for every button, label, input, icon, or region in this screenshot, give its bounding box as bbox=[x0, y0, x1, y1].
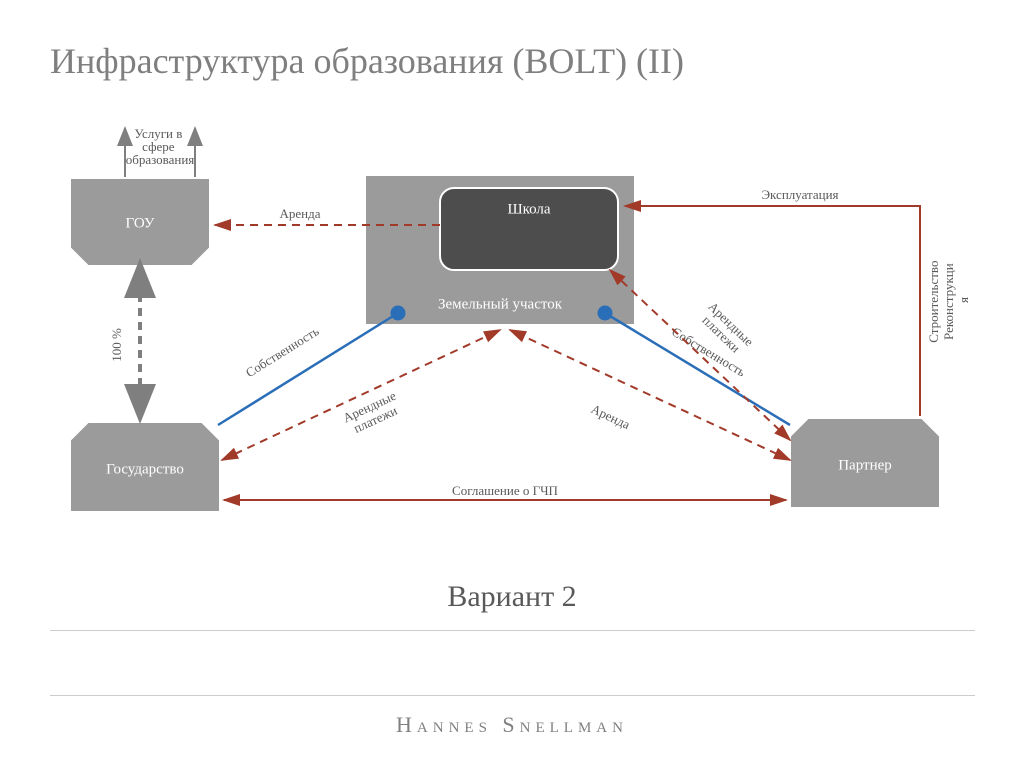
edge-exploitation-label: Эксплуатация bbox=[761, 187, 838, 202]
edge-agreement-label: Соглашение о ГЧП bbox=[452, 483, 558, 498]
edge-rentpay-left-label: Арендныеплатежи bbox=[340, 388, 404, 438]
node-partner-label: Партнер bbox=[838, 457, 892, 473]
diagram-canvas: Земельный участок Школа ГОУ Государство … bbox=[0, 0, 1024, 768]
edge-100pct-label: 100 % bbox=[109, 328, 124, 362]
node-school-label: Школа bbox=[507, 201, 550, 217]
edge-rentpay-left bbox=[222, 330, 500, 460]
node-school bbox=[440, 188, 618, 270]
node-state-label: Государство bbox=[106, 461, 184, 477]
edge-rent-right bbox=[510, 330, 790, 460]
rule-1 bbox=[50, 630, 975, 631]
subtitle-text: Вариант 2 bbox=[0, 580, 1024, 614]
edge-rent-right-label: Аренда bbox=[589, 401, 633, 432]
node-land-label: Земельный участок bbox=[438, 296, 563, 312]
edge-construction-label: Строительство Реконструкци я bbox=[926, 257, 971, 342]
footer-brand: Hannes Snellman bbox=[0, 712, 1024, 738]
services-label: Услуги в сфере образования bbox=[126, 126, 195, 167]
node-gou-label: ГОУ bbox=[126, 215, 155, 231]
edge-ownership-left-label: Собственность bbox=[243, 323, 322, 380]
edge-exploitation bbox=[625, 206, 920, 416]
edge-rent-left-label: Аренда bbox=[280, 206, 321, 221]
edge-ownership-right bbox=[605, 313, 790, 425]
rule-2 bbox=[50, 695, 975, 696]
